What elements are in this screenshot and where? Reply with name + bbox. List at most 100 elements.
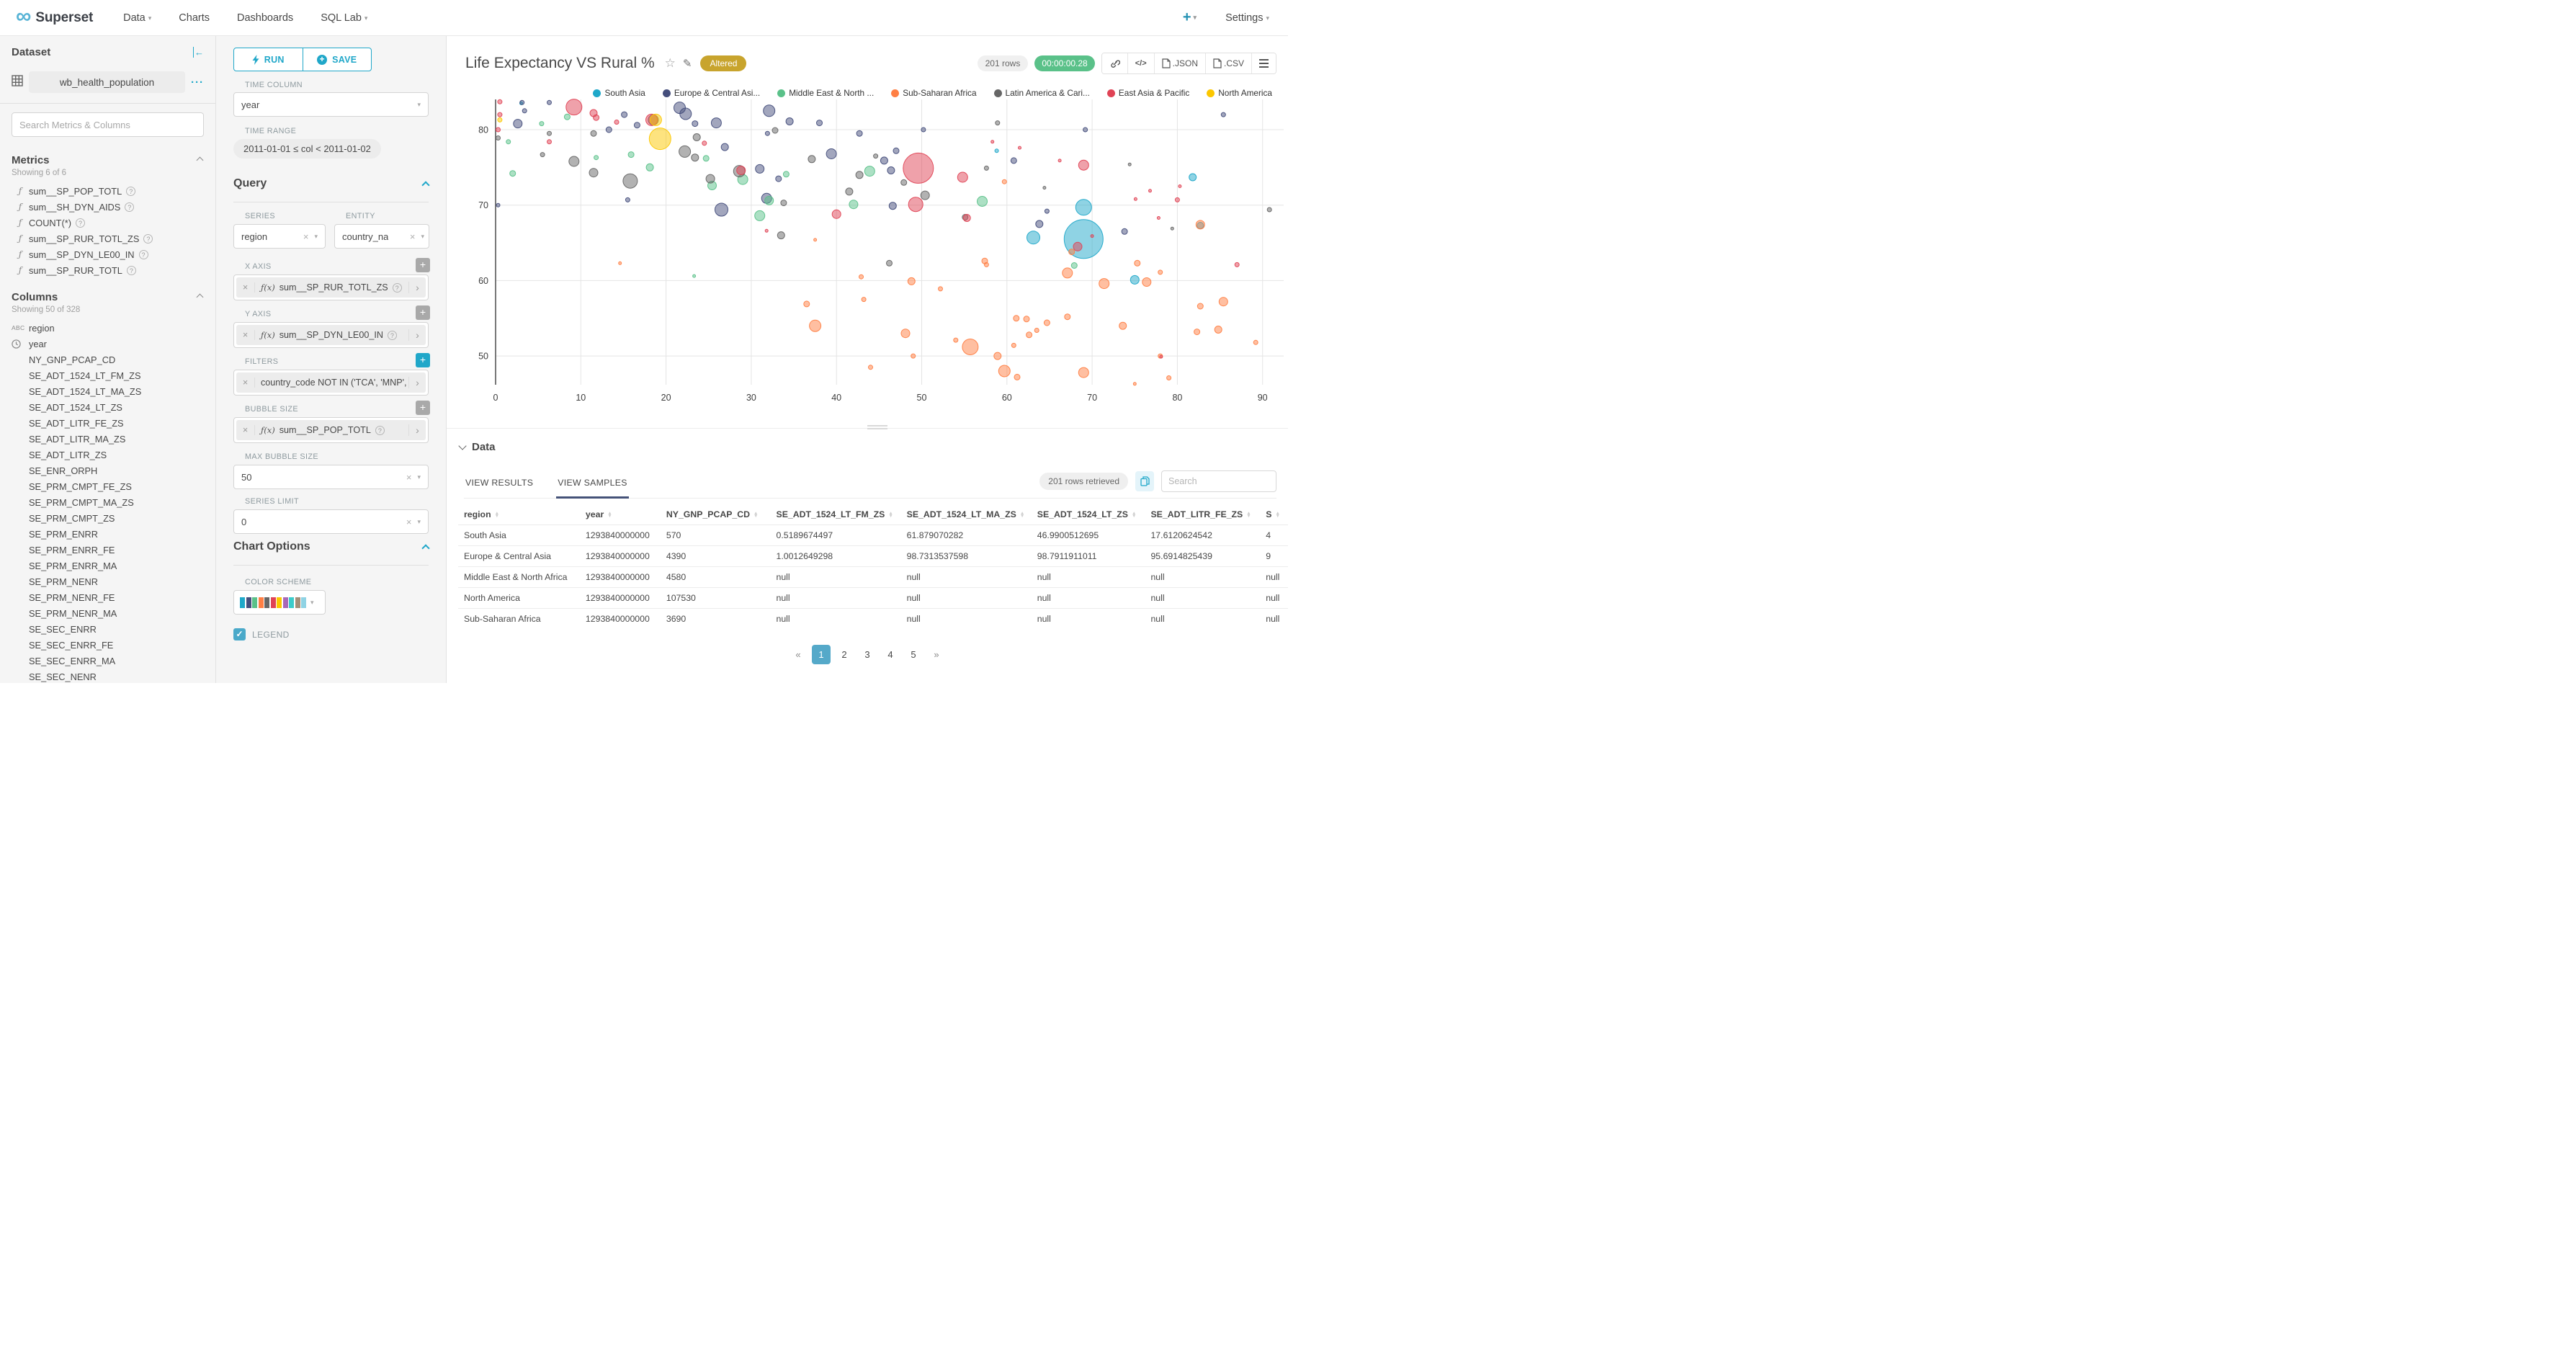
bubble-sub-saharan-africa[interactable]	[1214, 326, 1222, 334]
bubble-sub-saharan-africa[interactable]	[1043, 319, 1050, 326]
add-filter-button[interactable]: +	[416, 353, 430, 367]
bubble-sub-saharan-africa[interactable]	[1158, 269, 1163, 275]
bubble-europe-central-asia[interactable]	[888, 202, 897, 210]
bubble-europe-central-asia[interactable]	[1035, 220, 1044, 228]
column-item[interactable]: SE_ADT_1524_LT_FM_ZS	[12, 367, 204, 383]
bubble-sub-saharan-africa[interactable]	[1011, 342, 1016, 348]
bubble-middle-east-north-africa[interactable]	[509, 170, 516, 177]
bubble-europe-central-asia[interactable]	[775, 175, 782, 182]
clear-icon[interactable]: ×	[406, 471, 412, 483]
bubble-europe-central-asia[interactable]	[1044, 208, 1050, 214]
column-header-s[interactable]: S ▲ ▼	[1266, 509, 1280, 519]
bubble-europe-central-asia[interactable]	[764, 130, 770, 136]
bubble-europe-central-asia[interactable]	[1010, 157, 1017, 164]
column-item[interactable]: SE_SEC_ENRR_MA	[12, 653, 204, 669]
bubble-east-asia-pacific[interactable]	[497, 99, 503, 104]
copy-data-button[interactable]	[1135, 470, 1154, 491]
bubble-size-pill[interactable]: × ƒ(x) sum__SP_POP_TOTL? ›	[236, 420, 426, 440]
bubble-east-asia-pacific[interactable]	[1156, 216, 1160, 220]
bubble-sub-saharan-africa[interactable]	[813, 238, 818, 242]
bubble-europe-central-asia[interactable]	[519, 99, 525, 105]
time-range-value[interactable]: 2011-01-01 ≤ col < 2011-01-02	[233, 139, 381, 159]
bubble-middle-east-north-africa[interactable]	[645, 163, 654, 171]
share-link-button[interactable]	[1101, 53, 1128, 73]
legend-item[interactable]: Sub-Saharan Africa	[891, 88, 977, 98]
page-button-5[interactable]: 5	[911, 649, 916, 660]
bubble-east-asia-pacific[interactable]	[957, 171, 968, 183]
chevron-up-icon[interactable]	[196, 293, 204, 301]
bubble-sub-saharan-africa[interactable]	[993, 352, 1002, 360]
bubble-europe-central-asia[interactable]	[785, 117, 794, 125]
bubble-sub-saharan-africa[interactable]	[1194, 329, 1201, 336]
bubble-sub-saharan-africa[interactable]	[907, 277, 916, 285]
entity-select[interactable]: country_na × ▾	[334, 224, 429, 249]
bubble-east-asia-pacific[interactable]	[990, 140, 995, 144]
bubble-sub-saharan-africa[interactable]	[1013, 315, 1020, 322]
clear-icon[interactable]: ×	[406, 516, 412, 527]
bubble-latin-america-caribbean[interactable]	[855, 171, 864, 179]
bubble-sub-saharan-africa[interactable]	[803, 300, 810, 308]
bubble-latin-america-caribbean[interactable]	[780, 200, 787, 207]
column-item[interactable]: SE_ADT_LITR_ZS	[12, 447, 204, 463]
bubble-north-america[interactable]	[497, 117, 503, 122]
collapse-section-icon[interactable]	[421, 181, 430, 189]
column-item[interactable]: SE_PRM_ENRR_FE	[12, 542, 204, 558]
bubble-europe-central-asia[interactable]	[816, 120, 823, 127]
bubble-sub-saharan-africa[interactable]	[1026, 331, 1033, 339]
column-header-se_adt_litr_fe_zs[interactable]: SE_ADT_LITR_FE_ZS ▲ ▼	[1150, 509, 1251, 519]
column-header-year[interactable]: year ▲ ▼	[585, 509, 612, 519]
bubble-latin-america-caribbean[interactable]	[705, 174, 715, 184]
bubble-europe-central-asia[interactable]	[625, 197, 630, 202]
bubble-europe-central-asia[interactable]	[1083, 127, 1088, 133]
column-header-ny_gnp_pcap_cd[interactable]: NY_GNP_PCAP_CD ▲ ▼	[666, 509, 759, 519]
bubble-middle-east-north-africa[interactable]	[782, 171, 790, 178]
bubble-east-asia-pacific[interactable]	[903, 152, 934, 184]
export-json-button[interactable]: .JSON	[1154, 53, 1206, 73]
bubble-latin-america-caribbean[interactable]	[691, 153, 699, 162]
bubble-east-asia-pacific[interactable]	[1018, 146, 1021, 150]
column-header-region[interactable]: region ▲ ▼	[464, 509, 500, 519]
sort-icon[interactable]: ▲ ▼	[607, 511, 612, 519]
metric-item[interactable]: ƒ sum__SP_RUR_TOTL?	[12, 262, 204, 278]
legend-item[interactable]: Middle East & North ...	[777, 88, 874, 98]
bubble-sub-saharan-africa[interactable]	[953, 337, 959, 343]
filter-pill[interactable]: × country_code NOT IN ('TCA', 'MNP', ...…	[236, 372, 426, 393]
drag-handle[interactable]	[867, 424, 887, 431]
dataset-name[interactable]: wb_health_population	[29, 71, 185, 93]
bubble-east-asia-pacific[interactable]	[1174, 197, 1180, 202]
bubble-east-asia-pacific[interactable]	[908, 197, 923, 213]
column-item[interactable]: SE_PRM_CMPT_FE_ZS	[12, 478, 204, 494]
table-search-input[interactable]	[1168, 476, 1269, 486]
bubble-east-asia-pacific[interactable]	[497, 112, 503, 117]
bubble-east-asia-pacific[interactable]	[1078, 159, 1089, 171]
bubble-sub-saharan-africa[interactable]	[983, 262, 989, 267]
expand-icon[interactable]: ›	[408, 377, 426, 388]
bubble-sub-saharan-africa[interactable]	[1062, 267, 1073, 279]
add-y-axis-button[interactable]: +	[416, 305, 430, 320]
bubble-europe-central-asia[interactable]	[893, 147, 900, 154]
bubble-europe-central-asia[interactable]	[547, 99, 552, 105]
bubble-sub-saharan-africa[interactable]	[1001, 179, 1007, 184]
sort-icon[interactable]: ▲ ▼	[1275, 511, 1280, 519]
bubble-latin-america-caribbean[interactable]	[873, 153, 879, 159]
page-button-2[interactable]: 2	[841, 649, 847, 660]
column-header-se_adt_1524_lt_ma_zs[interactable]: SE_ADT_1524_LT_MA_ZS ▲ ▼	[906, 509, 1025, 519]
run-button[interactable]: RUN	[234, 48, 303, 71]
bubble-south-asia[interactable]	[1075, 199, 1092, 216]
clear-icon[interactable]: ×	[409, 231, 416, 242]
bubble-east-asia-pacific[interactable]	[1073, 241, 1083, 251]
column-item[interactable]: SE_PRM_ENRR	[12, 526, 204, 542]
new-item-button[interactable]: + ▾	[1182, 9, 1197, 25]
settings-menu[interactable]: Settings ▾	[1225, 12, 1269, 24]
bubble-east-asia-pacific[interactable]	[593, 114, 600, 121]
remove-icon[interactable]: ×	[236, 282, 255, 293]
column-item[interactable]: SE_PRM_NENR_MA	[12, 605, 204, 621]
x-axis-pill[interactable]: × ƒ(x) sum__SP_RUR_TOTL_ZS? ›	[236, 277, 426, 298]
metric-item[interactable]: ƒ sum__SP_POP_TOTL?	[12, 183, 204, 199]
add-bubble-size-button[interactable]: +	[416, 401, 430, 415]
bubble-latin-america-caribbean[interactable]	[886, 259, 893, 267]
chart-menu-button[interactable]	[1252, 53, 1276, 73]
column-header-se_adt_1524_lt_zs[interactable]: SE_ADT_1524_LT_ZS ▲ ▼	[1037, 509, 1137, 519]
bubble-north-america[interactable]	[648, 128, 671, 151]
bubble-europe-central-asia[interactable]	[522, 108, 527, 114]
